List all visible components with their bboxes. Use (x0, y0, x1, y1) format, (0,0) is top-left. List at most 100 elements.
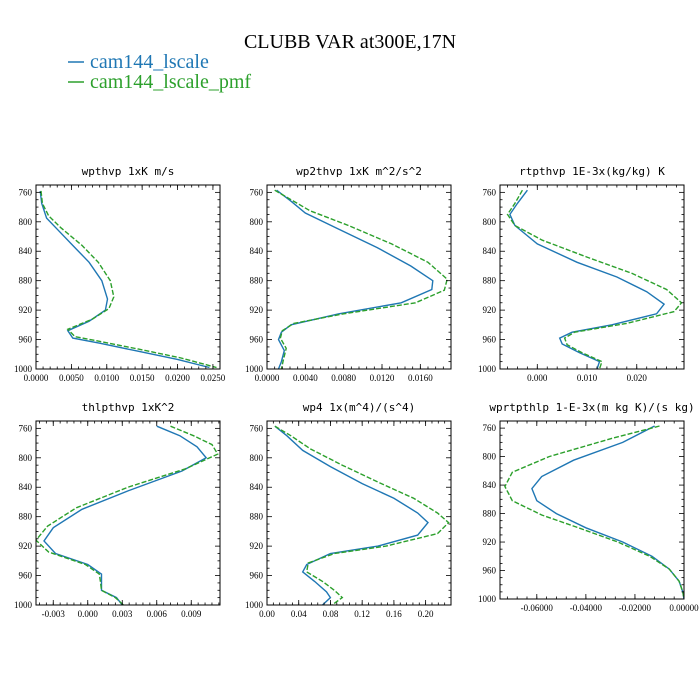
y-tick-label: 1000 (245, 364, 264, 374)
panel-title: wp2thvp 1xK m^2/s^2 (296, 165, 422, 178)
y-tick-label: 760 (483, 423, 497, 433)
y-tick-label: 840 (483, 246, 497, 256)
panel-5: wp4 1x(m^4)/(s^4)76080084088092096010000… (245, 401, 452, 619)
x-tick-label: 0.0080 (331, 373, 356, 383)
y-tick-label: 880 (19, 512, 33, 522)
x-tick-label: -0.04000 (570, 603, 603, 613)
y-tick-label: 1000 (478, 364, 497, 374)
series-line-1 (43, 425, 208, 605)
series-line-2 (274, 425, 450, 605)
y-tick-label: 960 (250, 335, 264, 345)
y-tick-label: 960 (250, 571, 264, 581)
y-tick-label: 760 (483, 187, 497, 197)
y-tick-label: 840 (19, 482, 33, 492)
series-line-1 (39, 190, 210, 369)
y-tick-label: 920 (483, 305, 497, 315)
legend-label-1: cam144_lscale (90, 51, 209, 73)
y-tick-label: 1000 (478, 594, 497, 604)
plot-frame (499, 420, 685, 600)
x-tick-label: -0.06000 (521, 603, 554, 613)
x-tick-label: 0.04 (291, 609, 307, 619)
plot-frame (266, 184, 452, 370)
x-tick-label: 0.000 (78, 609, 99, 619)
panel-title: wp4 1x(m^4)/(s^4) (303, 401, 416, 414)
y-tick-label: 840 (19, 246, 33, 256)
y-tick-label: 1000 (14, 600, 33, 610)
series-line-2 (506, 189, 683, 369)
series-group (506, 189, 683, 369)
y-tick-label: 1000 (245, 600, 264, 610)
panel-3: rtpthvp 1E-3x(kg/kg) K 760 800 840 880 920 960… (478, 165, 685, 383)
series-line-2 (36, 425, 219, 605)
panel-title: wprtpthlp 1-E-3x(m kg K)/(s kg) (489, 401, 694, 414)
x-tick-label: 0.0100 (94, 373, 119, 383)
panels: wpthvp 1xK m/s76080084088092096010000.00… (14, 165, 699, 619)
y-tick-label: 800 (250, 453, 264, 463)
x-tick-label: 0.0160 (408, 373, 433, 383)
series-line-1 (531, 425, 684, 599)
x-tick-label: -0.003 (42, 609, 66, 619)
x-tick-label: -0.02000 (619, 603, 652, 613)
panel-4: thlpthvp 1xK^2 760 800 840 880 920 960 1000 -0.0… (14, 401, 221, 619)
x-tick-label: 0.00000 (669, 603, 699, 613)
series-line-2 (40, 190, 217, 369)
y-tick-label: 920 (19, 305, 33, 315)
y-tick-label: 880 (483, 276, 497, 286)
y-tick-label: 840 (250, 246, 264, 256)
y-tick-label: 1000 (14, 364, 33, 374)
y-tick-label: 800 (483, 217, 497, 227)
plot-frame (35, 184, 221, 370)
x-tick-label: 0.0150 (130, 373, 155, 383)
legend-label-2: cam144_lscale_pmf (90, 71, 251, 93)
y-tick-label: 960 (483, 566, 497, 576)
y-tick-label: 840 (250, 482, 264, 492)
y-tick-label: 760 (250, 187, 264, 197)
y-tick-label: 920 (250, 541, 264, 551)
y-tick-label: 880 (483, 509, 497, 519)
x-tick-label: 0.00 (259, 609, 275, 619)
y-tick-label: 920 (483, 537, 497, 547)
x-tick-label: 0.0120 (370, 373, 395, 383)
x-tick-label: 0.0040 (293, 373, 318, 383)
y-tick-label: 840 (483, 480, 497, 490)
series-line-1 (509, 189, 666, 369)
series-line-1 (276, 189, 434, 369)
x-tick-label: 0.08 (323, 609, 339, 619)
y-tick-label: 960 (19, 335, 33, 345)
y-tick-label: 880 (250, 512, 264, 522)
x-tick-label: 0.0200 (165, 373, 190, 383)
y-tick-label: 960 (483, 335, 497, 345)
y-tick-label: 800 (250, 217, 264, 227)
y-tick-label: 920 (250, 305, 264, 315)
plot-frame (35, 420, 221, 606)
panel-6: wprtpthlp 1-E-3x(m kg K)/(s kg) 760 800 840… (478, 401, 699, 613)
y-tick-label: 880 (19, 276, 33, 286)
x-tick-label: 0.003 (112, 609, 133, 619)
series-group (39, 190, 217, 369)
panel-title: rtpthvp 1E-3x(kg/kg) K (519, 165, 665, 178)
x-tick-label: 0.000 (527, 373, 548, 383)
x-tick-label: 0.010 (577, 373, 598, 383)
y-tick-label: 760 (19, 187, 33, 197)
plot-frame (499, 184, 685, 370)
series-line-2 (274, 189, 448, 369)
panel-title: thlpthvp 1xK^2 (82, 401, 175, 414)
y-tick-label: 880 (250, 276, 264, 286)
panel-2: wp2thvp 1xK m^2/s^2 760 800 840 880 920 960 100… (245, 165, 452, 383)
series-group (36, 425, 219, 605)
x-tick-label: 0.16 (386, 609, 402, 619)
y-tick-label: 800 (19, 217, 33, 227)
figure-title: CLUBB VAR at300E,17N (244, 31, 456, 53)
y-tick-label: 760 (250, 423, 264, 433)
x-tick-label: 0.020 (627, 373, 648, 383)
series-line-2 (504, 425, 684, 599)
x-tick-label: 0.0000 (24, 373, 49, 383)
x-tick-label: 0.0050 (59, 373, 84, 383)
x-tick-label: 0.20 (418, 609, 434, 619)
x-tick-label: 0.009 (181, 609, 202, 619)
plot-frame (266, 420, 452, 606)
y-tick-label: 960 (19, 571, 33, 581)
panel-title: wpthvp 1xK m/s (82, 165, 175, 178)
x-tick-label: 0.12 (354, 609, 370, 619)
